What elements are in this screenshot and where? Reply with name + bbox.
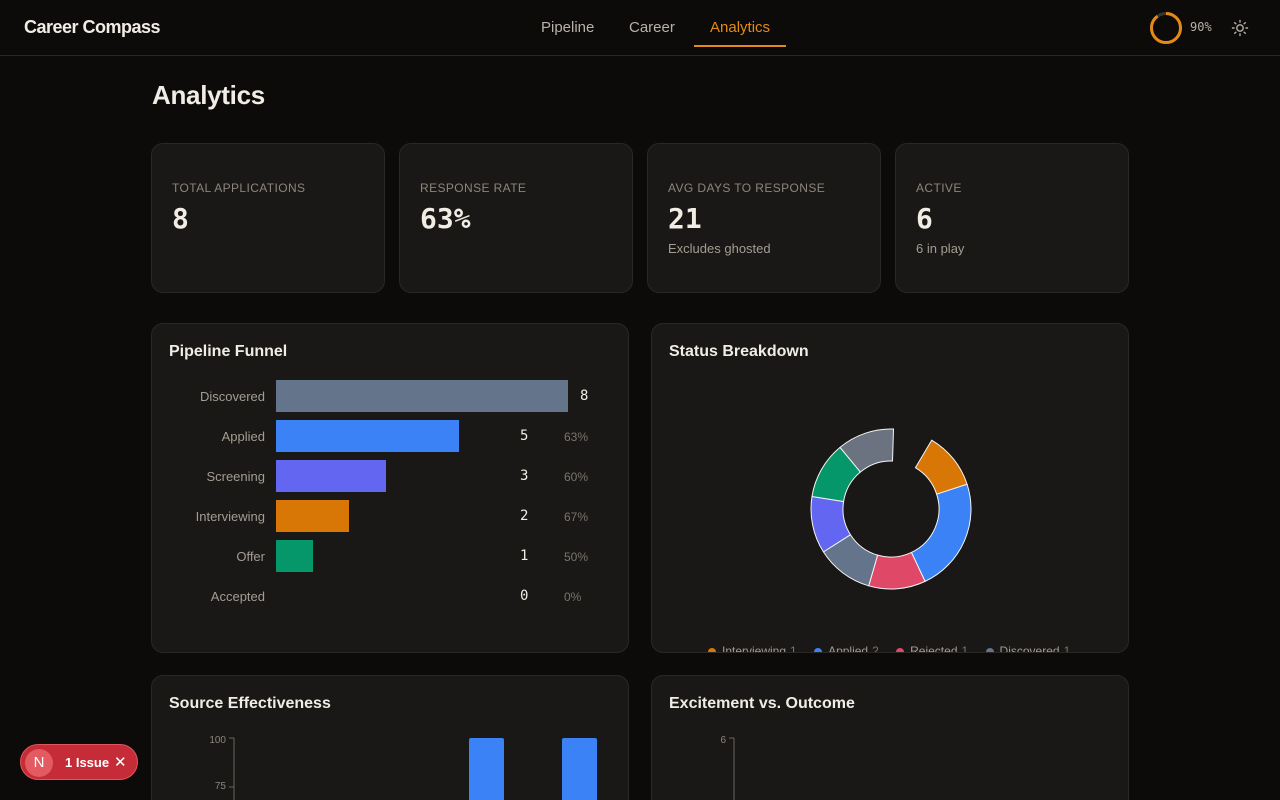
funnel-bar[interactable] [276,420,459,452]
funnel-count: 2 [520,508,529,524]
legend-swatch [896,647,905,652]
funnel-conversion-pct: 0% [564,590,582,604]
funnel-bar[interactable] [276,460,386,492]
y-tick-label: 100 [209,735,226,746]
donut-slice[interactable] [914,439,968,495]
stat-value: 21 [668,202,702,235]
donut-slice[interactable] [839,428,895,473]
issues-count-label[interactable]: 1 Issue [65,755,110,770]
nav-tab-career[interactable]: Career [629,19,675,36]
funnel-stage-label: Discovered [199,389,265,404]
funnel-stage-label: Screening [206,469,265,484]
main-nav: Pipeline Career Analytics [0,0,1280,56]
nav-tab-pipeline[interactable]: Pipeline [541,19,595,36]
panel-title: Pipeline Funnel [169,343,288,360]
legend-item[interactable]: Applied 2 [814,644,879,653]
nav-tab-analytics[interactable]: Analytics [710,19,771,36]
stat-subtext: 6 in play [916,241,965,256]
legend-label: Rejected [910,644,958,653]
funnel-count: 5 [520,428,529,444]
stat-label: AVG DAYS TO RESPONSE [668,181,826,195]
stat-value: 8 [172,202,189,235]
funnel-stage-label: Interviewing [195,509,265,524]
stat-card-avg-days: AVG DAYS TO RESPONSE 21 Excludes ghosted [647,143,881,293]
funnel-conversion-pct: 60% [564,470,589,484]
dev-issues-badge[interactable]: N 1 Issue ✕ [20,744,138,780]
status-legend: Interviewing 1 Applied 2 Rejected 1 Discove… [708,644,1084,653]
stat-label: TOTAL APPLICATIONS [172,181,306,195]
page-title: Analytics [152,80,265,110]
funnel-count: 3 [520,468,529,484]
close-icon[interactable]: ✕ [114,754,127,771]
excitement-outcome-chart [729,737,735,800]
funnel-stage-label: Offer [236,549,265,564]
legend-count: 1 [961,644,969,653]
legend-swatch [814,647,823,652]
stat-card-total-applications: TOTAL APPLICATIONS 8 [151,143,385,293]
y-tick-label: 6 [720,735,726,746]
active-tab-indicator [694,45,786,47]
stat-card-response-rate: RESPONSE RATE 63% [399,143,633,293]
funnel-conversion-pct: 67% [564,510,589,524]
funnel-count: 0 [520,588,529,604]
stat-value: 63% [420,202,471,235]
legend-item[interactable]: Discovered 1 [985,644,1071,653]
legend-swatch [985,647,994,652]
stat-label: RESPONSE RATE [420,181,527,195]
funnel-stage-label: Applied [221,429,265,444]
y-tick-label: 75 [214,781,226,792]
funnel-stage-label: Accepted [210,589,265,604]
legend-label: Interviewing [722,644,787,653]
dev-tools-logo[interactable]: N [25,749,53,777]
funnel-count: 1 [520,548,529,564]
legend-item[interactable]: Rejected 1 [896,644,969,653]
profile-progress-text: 90% [1190,20,1212,34]
top-bar: Career Compass Pipeline Career Analytics… [0,0,1280,56]
panel-title: Excitement vs. Outcome [669,695,855,712]
donut-slice[interactable] [910,483,972,583]
profile-progress-ring [1150,12,1182,44]
source-bar[interactable] [469,738,504,800]
panel-title: Source Effectiveness [169,695,331,712]
brand-logo[interactable]: Career Compass [24,17,161,37]
pipeline-funnel-panel: Pipeline Funnel Discovered 8 Applied 5 6… [151,323,629,653]
stat-value: 6 [916,202,933,235]
source-effectiveness-chart [229,737,597,800]
legend-swatch [708,647,716,652]
legend-count: 1 [790,644,797,653]
stat-label: ACTIVE [916,181,962,195]
status-breakdown-panel: Status Breakdown Interviewing 1 Applied 2 … [651,323,1129,653]
panel-title: Status Breakdown [669,343,809,360]
status-donut-chart [810,428,972,590]
source-bar[interactable] [562,738,597,800]
funnel-bar[interactable] [276,500,349,532]
legend-count: 2 [872,644,879,653]
stat-card-active: ACTIVE 6 6 in play [895,143,1129,293]
funnel-bar[interactable] [276,540,313,572]
sun-icon[interactable] [1230,18,1250,38]
legend-count: 1 [1063,644,1071,653]
legend-label: Discovered [999,644,1060,653]
funnel-count: 8 [580,388,589,404]
legend-label: Applied [828,644,869,653]
source-effectiveness-panel: Source Effectiveness 100 75 [151,675,629,800]
funnel-conversion-pct: 50% [564,550,589,564]
stat-subtext: Excludes ghosted [668,241,771,256]
excitement-outcome-panel: Excitement vs. Outcome 6 [651,675,1129,800]
funnel-bar[interactable] [276,380,568,412]
funnel-conversion-pct: 63% [564,430,589,444]
legend-item[interactable]: Interviewing 1 [708,644,797,653]
